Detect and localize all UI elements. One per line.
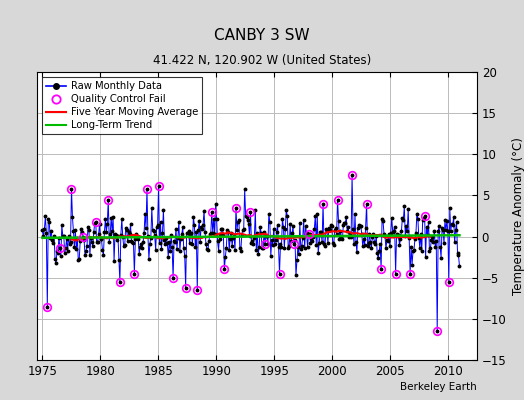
- Text: 41.422 N, 120.902 W (United States): 41.422 N, 120.902 W (United States): [153, 54, 371, 67]
- Text: Berkeley Earth: Berkeley Earth: [400, 382, 477, 392]
- Text: CANBY 3 SW: CANBY 3 SW: [214, 28, 310, 43]
- Y-axis label: Temperature Anomaly (°C): Temperature Anomaly (°C): [512, 137, 524, 295]
- Legend: Raw Monthly Data, Quality Control Fail, Five Year Moving Average, Long-Term Tren: Raw Monthly Data, Quality Control Fail, …: [42, 77, 202, 134]
